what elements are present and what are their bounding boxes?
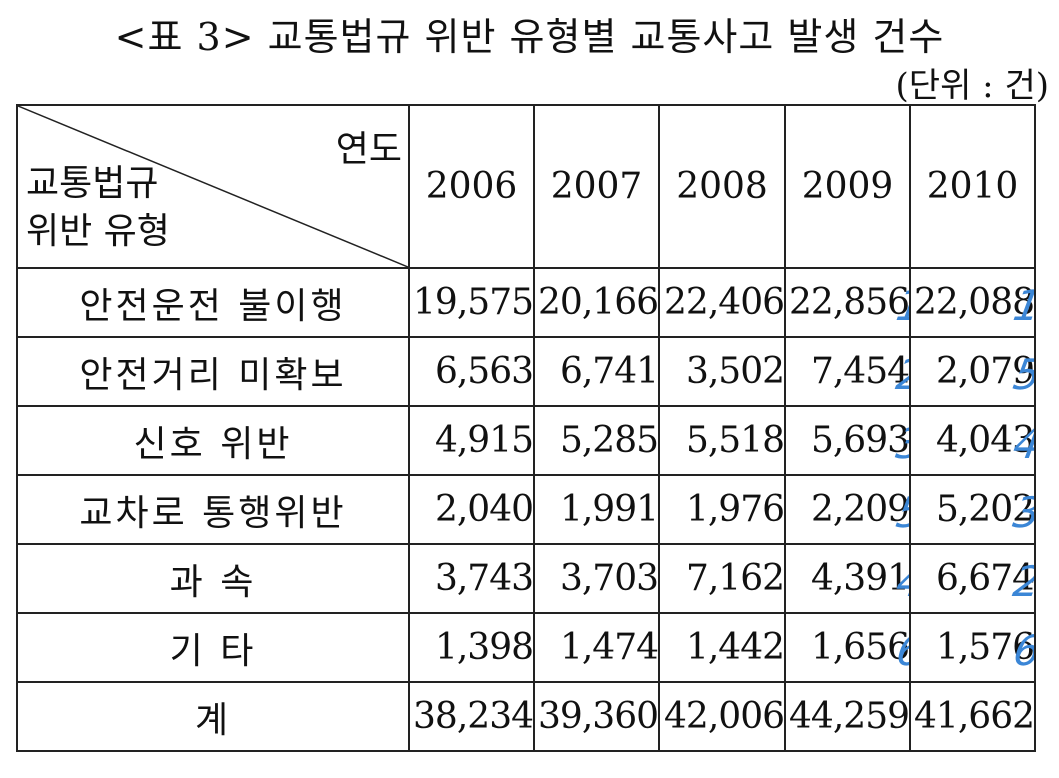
accident-table: 연도 교통법규 위반 유형 2006 2007 2008 2009 2010 안… xyxy=(16,104,1036,752)
value-text: 22,088 xyxy=(914,282,1034,323)
value-cell-2009: 5,693 3 xyxy=(784,405,911,476)
value-text: 42,006 xyxy=(664,696,784,737)
value-text: 4,391 xyxy=(810,558,909,599)
value-text: 3,703 xyxy=(559,558,658,599)
value-cell-2008: 42,006 xyxy=(658,681,786,752)
value-cell-2007: 39,360 xyxy=(533,681,660,752)
value-text: 44,259 xyxy=(789,696,909,737)
value-text: 6,741 xyxy=(559,351,658,392)
value-cell-2010: 1,576 6 xyxy=(909,612,1036,683)
value-cell-2009: 2,209 5 xyxy=(784,474,911,545)
table-title: <표 3> 교통법규 위반 유형별 교통사고 발생 건수 xyxy=(114,15,945,59)
value-text: 6,563 xyxy=(434,351,533,392)
value-text: 5,202 xyxy=(935,489,1034,530)
value-text: 4,043 xyxy=(935,420,1034,461)
value-cell-2009: 4,391 4 xyxy=(784,543,911,614)
value-text: 1,474 xyxy=(559,627,658,668)
row-label: 기 타 xyxy=(16,612,410,683)
value-text: 3,502 xyxy=(685,351,784,392)
value-cell-2010: 2,079 5 xyxy=(909,336,1036,407)
value-cell-2007: 3,703 xyxy=(533,543,660,614)
corner-header-cell: 연도 교통법규 위반 유형 xyxy=(16,104,410,269)
corner-year-label: 연도 xyxy=(335,129,402,170)
value-text: 20,166 xyxy=(538,282,658,323)
value-text: 1,442 xyxy=(685,627,784,668)
diagonal-divider xyxy=(19,107,407,266)
value-text: 1,576 xyxy=(935,627,1034,668)
value-cell-2008: 22,406 xyxy=(658,267,786,338)
value-text: 5,285 xyxy=(559,420,658,461)
table-row: 안전거리 미확보 6,563 6,741 3,502 7,454 2 2,079 5 xyxy=(16,336,1036,407)
value-text: 2,209 xyxy=(810,489,909,530)
value-text: 5,693 xyxy=(810,420,909,461)
value-text: 7,454 xyxy=(810,351,909,392)
value-cell-2009: 7,454 2 xyxy=(784,336,911,407)
value-cell-2006: 38,234 xyxy=(408,681,535,752)
table-row: 계 38,234 39,360 42,006 44,259 41,662 xyxy=(16,681,1036,752)
year-header-2007: 2007 xyxy=(533,104,660,269)
value-cell-2008: 1,976 xyxy=(658,474,786,545)
value-cell-2008: 7,162 xyxy=(658,543,786,614)
value-text: 2,079 xyxy=(935,351,1034,392)
value-cell-2007: 20,166 xyxy=(533,267,660,338)
value-text: 1,398 xyxy=(434,627,533,668)
value-cell-2010: 41,662 xyxy=(909,681,1036,752)
value-cell-2010: 4,043 4 xyxy=(909,405,1036,476)
value-cell-2008: 3,502 xyxy=(658,336,786,407)
value-cell-2008: 1,442 xyxy=(658,612,786,683)
value-cell-2006: 2,040 xyxy=(408,474,535,545)
value-text: 4,915 xyxy=(434,420,533,461)
value-cell-2007: 5,285 xyxy=(533,405,660,476)
value-cell-2010: 6,674 2 xyxy=(909,543,1036,614)
value-cell-2006: 3,743 xyxy=(408,543,535,614)
row-label: 과 속 xyxy=(16,543,410,614)
row-label: 교차로 통행위반 xyxy=(16,474,410,545)
value-text: 1,991 xyxy=(559,489,658,530)
value-text: 3,743 xyxy=(434,558,533,599)
corner-line-1: 교통법규 xyxy=(26,163,159,204)
value-cell-2006: 19,575 xyxy=(408,267,535,338)
corner-line-2: 위반 유형 xyxy=(26,211,170,252)
value-text: 41,662 xyxy=(914,696,1034,737)
value-cell-2010: 5,202 3 xyxy=(909,474,1036,545)
value-cell-2009: 22,856 1 xyxy=(784,267,911,338)
row-label: 안전거리 미확보 xyxy=(16,336,410,407)
value-cell-2007: 1,474 xyxy=(533,612,660,683)
value-text: 5,518 xyxy=(685,420,784,461)
value-text: 2,040 xyxy=(434,489,533,530)
table-row: 신호 위반 4,915 5,285 5,518 5,693 3 4,043 4 xyxy=(16,405,1036,476)
value-text: 38,234 xyxy=(413,696,533,737)
value-cell-2009: 1,656 6 xyxy=(784,612,911,683)
table-row: 기 타 1,398 1,474 1,442 1,656 6 1,576 6 xyxy=(16,612,1036,683)
value-cell-2008: 5,518 xyxy=(658,405,786,476)
value-cell-2007: 6,741 xyxy=(533,336,660,407)
value-text: 19,575 xyxy=(413,282,533,323)
value-cell-2006: 1,398 xyxy=(408,612,535,683)
value-cell-2009: 44,259 xyxy=(784,681,911,752)
value-text: 39,360 xyxy=(538,696,658,737)
value-text: 6,674 xyxy=(935,558,1034,599)
table-row: 과 속 3,743 3,703 7,162 4,391 4 6,674 2 xyxy=(16,543,1036,614)
unit-label: (단위 : 건) xyxy=(895,66,1049,106)
table-row: 안전운전 불이행 19,575 20,166 22,406 22,856 1 22,088 1 xyxy=(16,267,1036,338)
corner-violation-label: 교통법규 위반 유형 xyxy=(26,160,170,256)
year-header-2009: 2009 xyxy=(784,104,911,269)
row-label: 계 xyxy=(16,681,410,752)
year-header-2006: 2006 xyxy=(408,104,535,269)
value-text: 7,162 xyxy=(685,558,784,599)
value-text: 1,656 xyxy=(810,627,909,668)
value-text: 22,406 xyxy=(664,282,784,323)
year-header-2010: 2010 xyxy=(909,104,1036,269)
value-cell-2006: 6,563 xyxy=(408,336,535,407)
value-text: 22,856 xyxy=(789,282,909,323)
value-cell-2006: 4,915 xyxy=(408,405,535,476)
header-row: 연도 교통법규 위반 유형 2006 2007 2008 2009 2010 xyxy=(16,104,1036,269)
table-row: 교차로 통행위반 2,040 1,991 1,976 2,209 5 5,202 3 xyxy=(16,474,1036,545)
value-cell-2007: 1,991 xyxy=(533,474,660,545)
row-label: 안전운전 불이행 xyxy=(16,267,410,338)
row-label: 신호 위반 xyxy=(16,405,410,476)
value-text: 1,976 xyxy=(685,489,784,530)
value-cell-2010: 22,088 1 xyxy=(909,267,1036,338)
year-header-2008: 2008 xyxy=(658,104,786,269)
